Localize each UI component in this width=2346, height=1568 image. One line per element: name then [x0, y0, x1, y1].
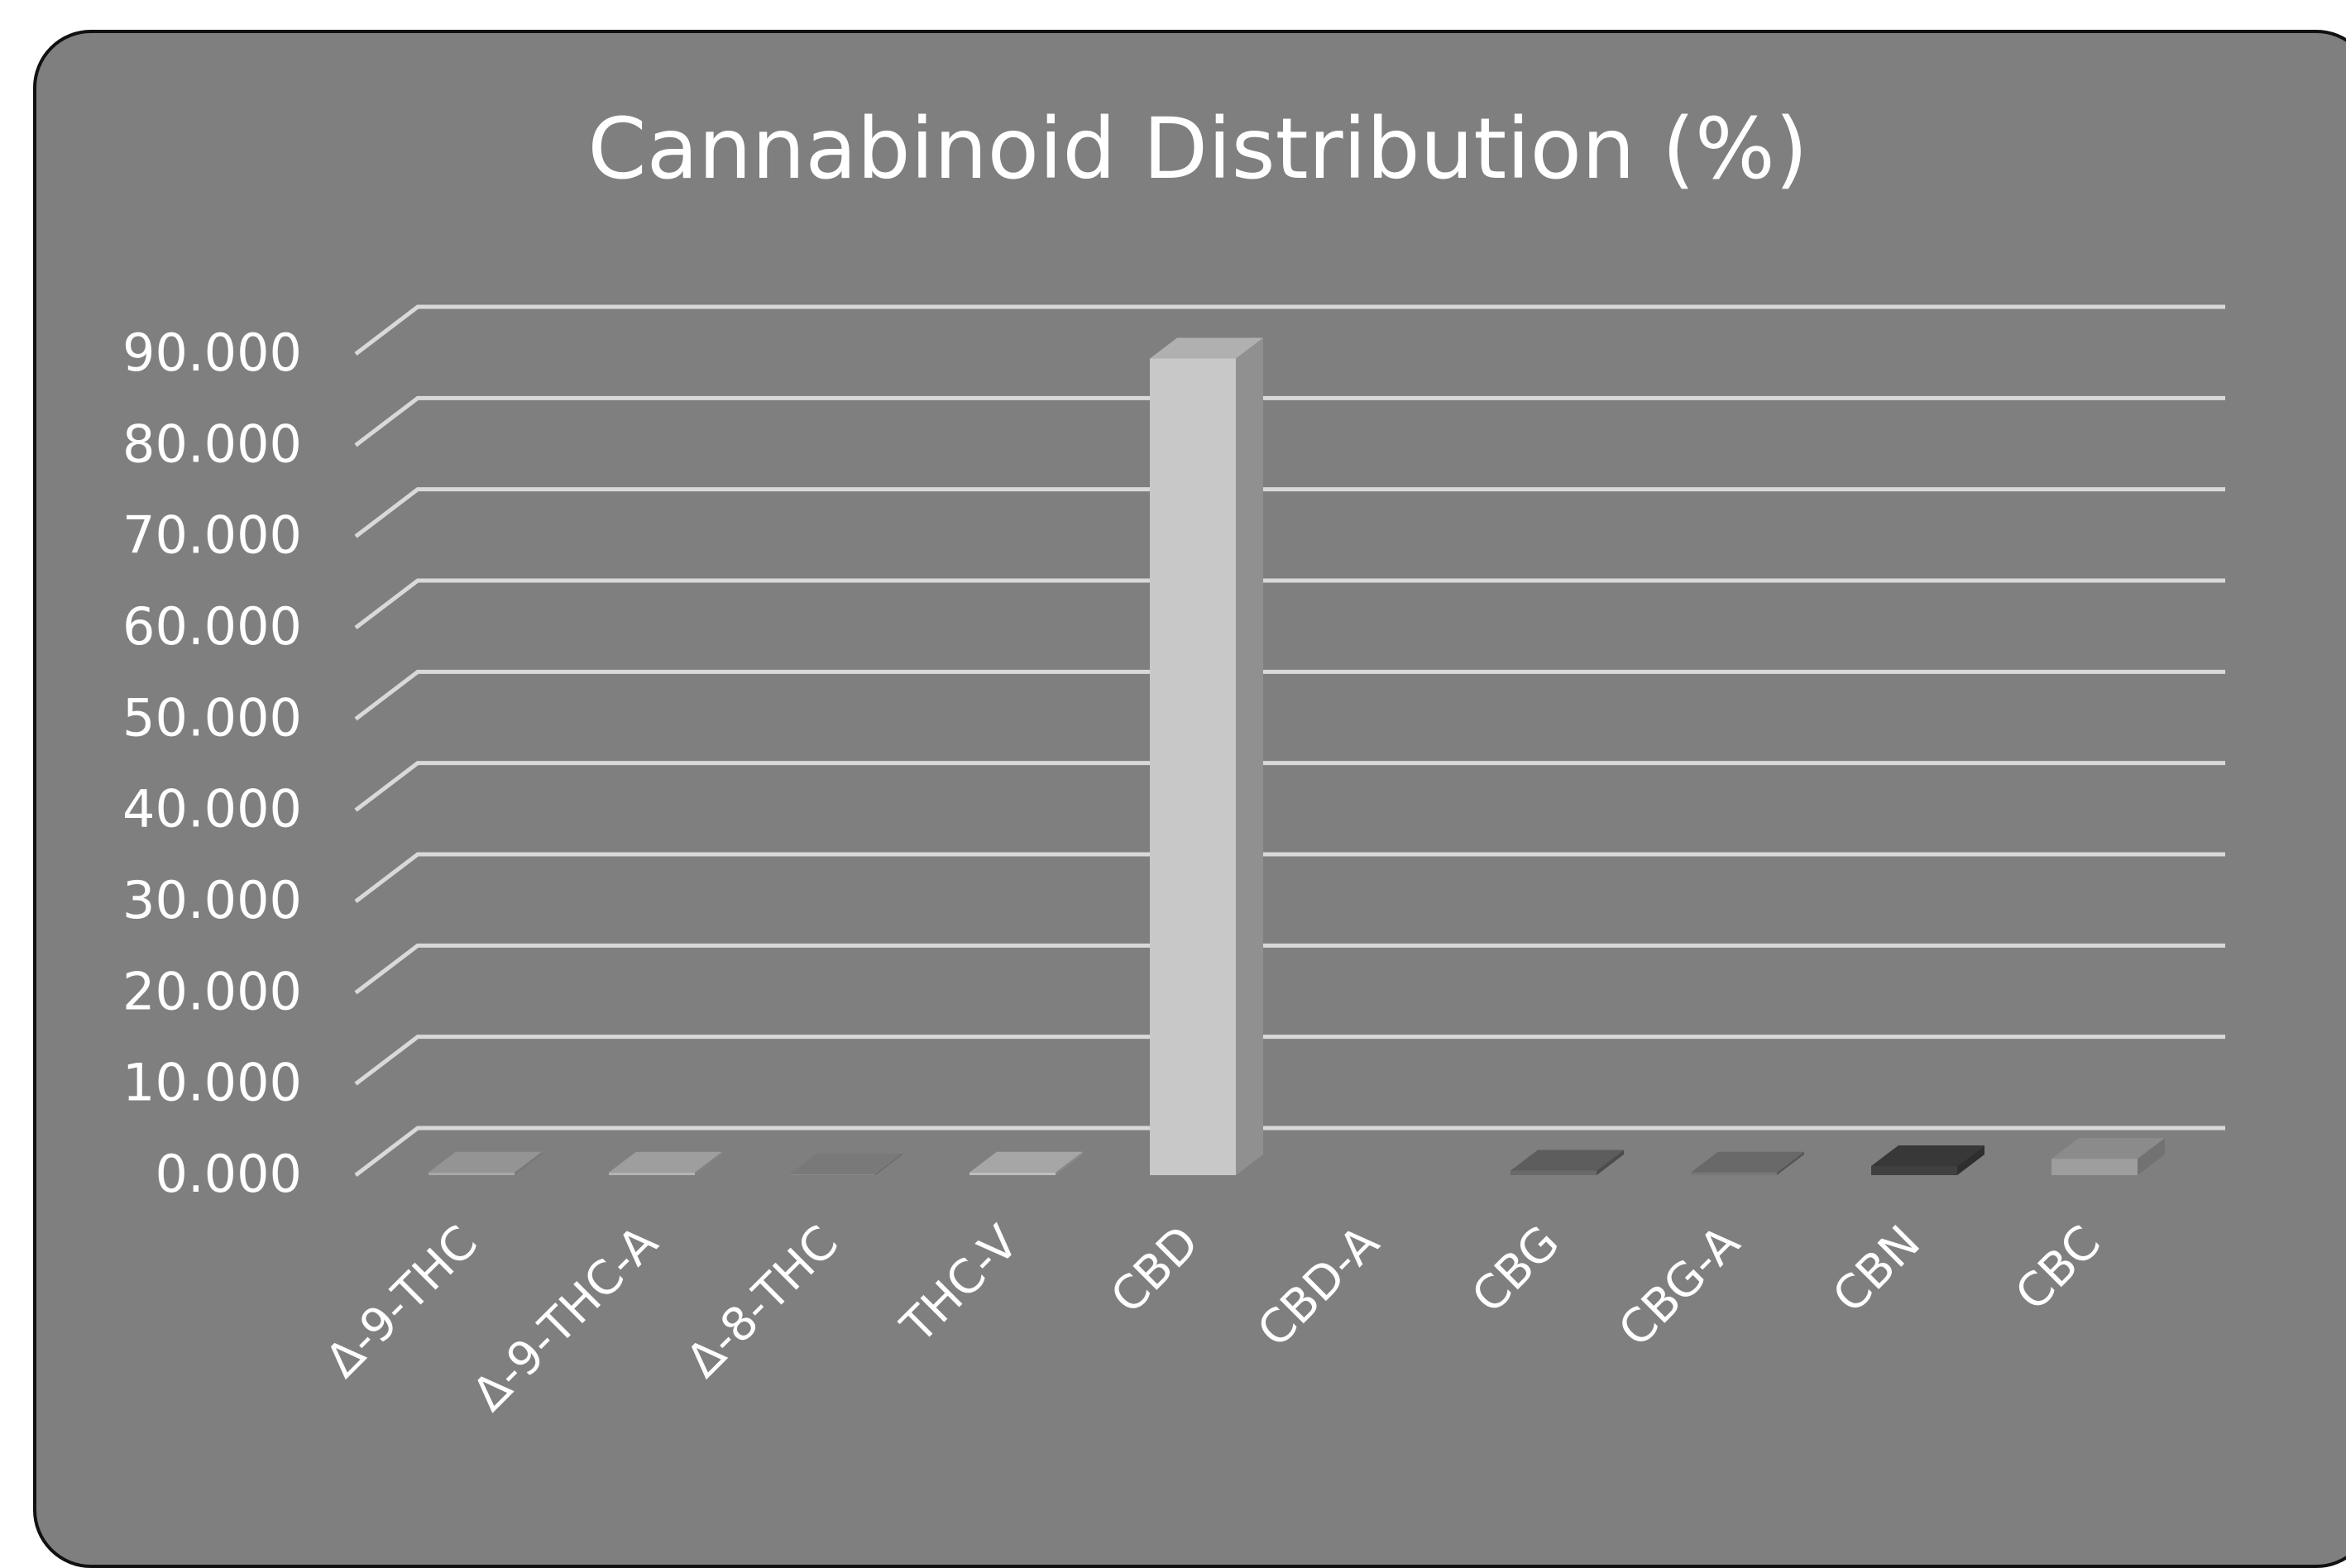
bar-cbd [1150, 337, 1263, 1175]
gridline [354, 1126, 2225, 1177]
x-category-label: CBD [1101, 1216, 1209, 1324]
bar--9-thc [429, 1151, 542, 1175]
gridline [354, 578, 2225, 629]
bar-cbc [2052, 1138, 2165, 1175]
y-tick-label: 0.000 [156, 1144, 303, 1204]
bar--8-thc [789, 1153, 902, 1175]
gridline [354, 487, 2225, 538]
bar-cbn [1871, 1145, 1985, 1175]
y-tick-label: 10.000 [122, 1053, 302, 1113]
y-axis-ticks: 0.000 10.000 20.000 30.000 40.000 50.000 60.00… [122, 323, 302, 1204]
x-category-label: CBG [1462, 1216, 1570, 1324]
x-category-label: CBD-A [1247, 1216, 1390, 1358]
y-tick-label: 20.000 [122, 961, 302, 1021]
bar-cbg-a [1691, 1151, 1804, 1175]
x-category-label: CBC [2005, 1216, 2111, 1322]
y-tick-label: 70.000 [122, 505, 302, 566]
bar-cbg [1511, 1150, 1624, 1175]
chart-title: Cannabinoid Distribution (%) [587, 100, 1807, 198]
gridline [354, 852, 2225, 903]
y-tick-label: 60.000 [122, 596, 302, 657]
gridline [354, 761, 2225, 812]
bar-chart: Cannabinoid Distribution (%) 0.000 10.000… [122, 100, 2225, 1422]
x-category-label: Δ-9-THC-A [462, 1216, 668, 1422]
bars [429, 337, 2165, 1175]
x-category-label: CBN [1822, 1216, 1930, 1323]
bar--9-thc-a [609, 1151, 722, 1175]
gridline [354, 395, 2225, 447]
gridlines [354, 304, 2225, 1177]
y-tick-label: 30.000 [122, 870, 302, 930]
y-tick-label: 80.000 [122, 414, 302, 474]
x-category-label: CBG-A [1609, 1216, 1750, 1357]
y-tick-label: 50.000 [122, 687, 302, 748]
gridline [354, 304, 2225, 356]
y-tick-label: 40.000 [122, 779, 302, 839]
x-category-label: THC-V [891, 1216, 1029, 1354]
gridline [354, 1035, 2225, 1086]
x-category-label: Δ-9-THC [315, 1216, 487, 1388]
bar-thc-v [970, 1151, 1083, 1175]
gridline [354, 669, 2225, 721]
y-tick-label: 90.000 [122, 323, 302, 383]
gridline [354, 943, 2225, 995]
x-category-label: Δ-8-THC [676, 1216, 848, 1388]
